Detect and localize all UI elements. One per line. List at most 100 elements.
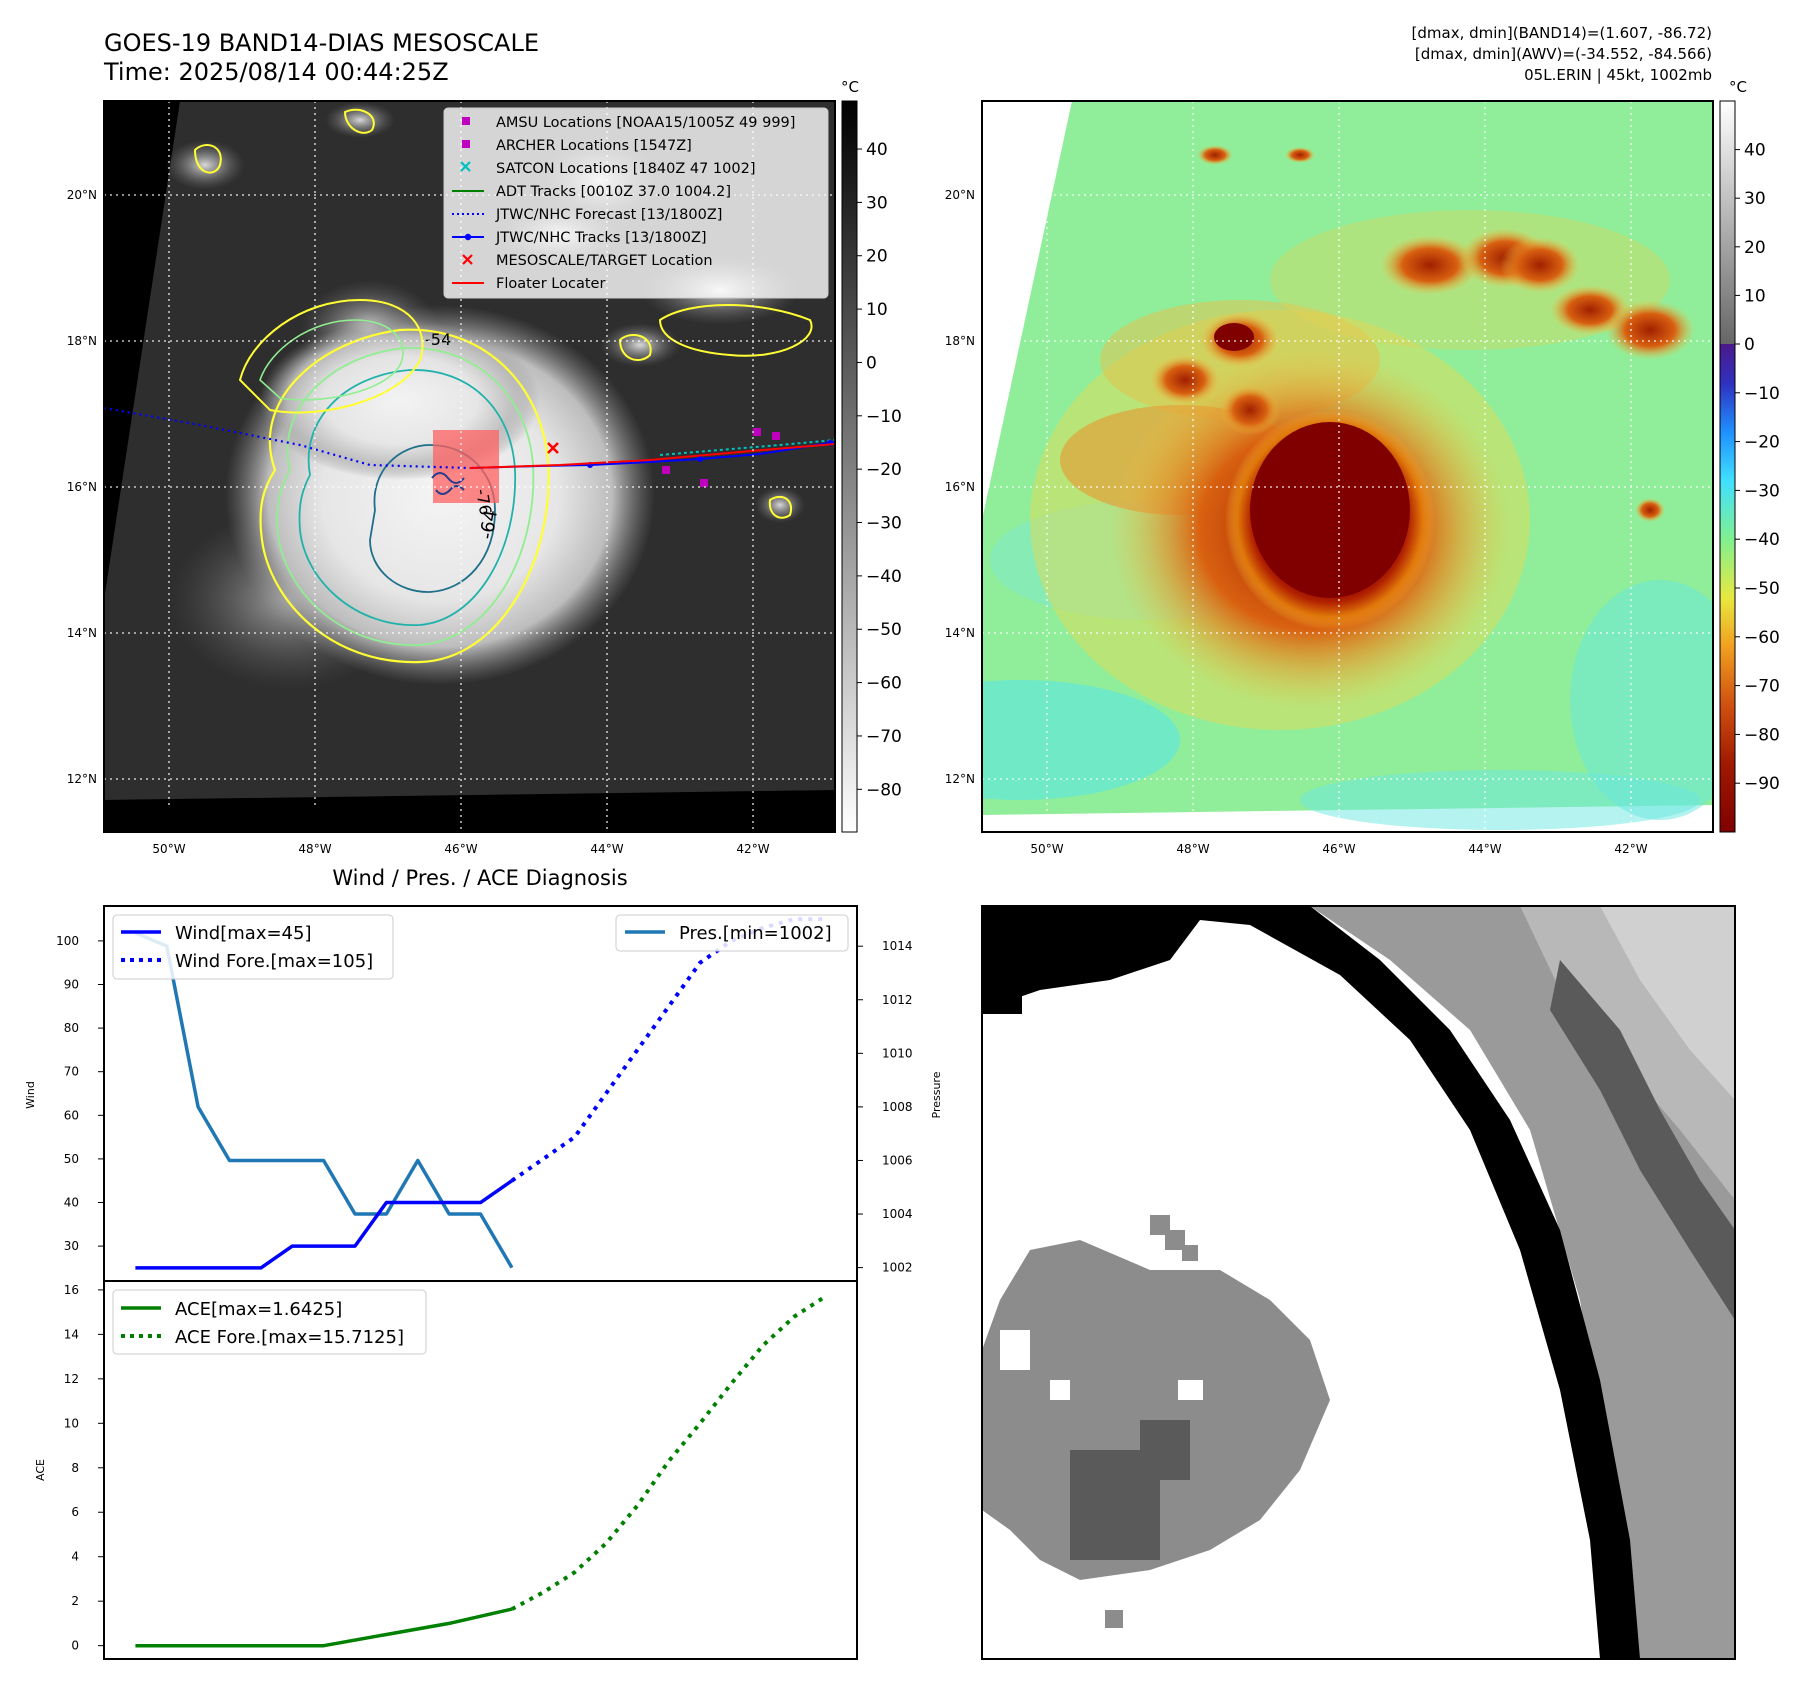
map2-lat-label-14n: 14°N: [945, 626, 975, 640]
map2-lat-label-12n: 12°N: [945, 772, 975, 786]
wind-tick-label: 100: [56, 934, 79, 948]
legend-label-wind: Wind[max=45]: [175, 923, 312, 944]
wind-axis-label: Wind: [24, 1081, 37, 1109]
map2-lon-label-50w: 50°W: [1030, 842, 1063, 856]
ir-colorbar-tick-label: −10: [866, 407, 902, 427]
ir-colorbar-tick-label: −60: [866, 674, 902, 694]
legend-label-adt: ADT Tracks [0010Z 37.0 1004.2]: [496, 184, 731, 200]
awv-colorbar-tick-label: −70: [1744, 677, 1780, 697]
pressure-legend: Pres.[min=1002]: [615, 914, 849, 952]
ir-colorbar-unit: °C: [841, 78, 859, 96]
awv-colorbar-tick-label: −90: [1744, 774, 1780, 794]
ir-colorbar-tick-label: −80: [866, 780, 902, 800]
contour-label-76: -76: [472, 487, 495, 516]
ace-tick-label: 2: [71, 1594, 79, 1608]
stats-line1: [dmax, dmin](BAND14)=(1.607, -86.72): [1412, 24, 1712, 42]
map1-lon-label-48w: 48°W: [298, 842, 331, 856]
map1-lon-label-46w: 46°W: [444, 842, 477, 856]
ace-chart[interactable]: 16 14 12 10 8 6 4 2 0 ACE ACE[max=1.6425] ACE Fo…: [34, 1280, 858, 1660]
wind-tick-label: 80: [64, 1021, 79, 1035]
ir-colorbar-tick-label: 20: [866, 247, 888, 267]
wind-tick-label: 40: [64, 1196, 79, 1210]
ir-colorbar-tick-label: 0: [866, 353, 877, 373]
figure-title-line2: Time: 2025/08/14 00:44:25Z: [103, 58, 449, 86]
pressure-tick-label: 1002: [882, 1261, 913, 1275]
awv-colorbar-tick-label: −60: [1744, 628, 1780, 648]
map2-lon-label-42w: 42°W: [1614, 842, 1647, 856]
stats-line3: 05L.ERIN | 45kt, 1002mb: [1524, 66, 1712, 84]
legend-label-tracks: JTWC/NHC Tracks [13/1800Z]: [495, 230, 707, 246]
pressure-tick-label: 1006: [882, 1153, 913, 1167]
map2-lon-label-48w: 48°W: [1176, 842, 1209, 856]
map1-lat-label-20n: 20°N: [67, 188, 97, 202]
legend-label-ace-fore: ACE Fore.[max=15.7125]: [175, 1327, 404, 1348]
ir-colorbar-tick-label: −70: [866, 727, 902, 747]
ace-tick-label: 16: [64, 1283, 79, 1297]
map2-lat-label-18n: 18°N: [945, 334, 975, 348]
map2-lon-label-44w: 44°W: [1468, 842, 1501, 856]
wmg-count-label: WMG Count: 0: [1001, 926, 1154, 948]
awv-colorbar-tick-label: −30: [1744, 481, 1780, 501]
awv-colorbar-tick-label: 10: [1744, 286, 1766, 306]
map1-lon-label-50w: 50°W: [152, 842, 185, 856]
contour-label-54: -54: [425, 330, 451, 349]
wind-pressure-chart[interactable]: 100 90 80 70 60 50 40 30 1014 1012 1010 1008 1006 10…: [24, 905, 943, 1282]
ace-series-line: [135, 1607, 513, 1648]
ace-axis-label: ACE: [34, 1459, 47, 1481]
wmg-panel[interactable]: WMG Count: 0: [981, 905, 1736, 1660]
figure-title-line1: GOES-19 BAND14-DIAS MESOSCALE: [104, 29, 539, 57]
ace-tick-label: 10: [64, 1416, 79, 1430]
ace-tick-label: 14: [64, 1327, 79, 1341]
legend-label-satcon: SATCON Locations [1840Z 47 1002]: [496, 161, 755, 177]
pressure-tick-label: 1010: [882, 1046, 913, 1060]
legend-label-archer: ARCHER Locations [1547Z]: [496, 138, 692, 154]
ace-tick-label: 12: [64, 1372, 79, 1386]
map1-lat-label-14n: 14°N: [67, 626, 97, 640]
pressure-axis-label: Pressure: [930, 1071, 943, 1118]
legend-marker-target: [462, 254, 473, 265]
diagnosis-title: Wind / Pres. / ACE Diagnosis: [332, 866, 627, 890]
ir-colorbar-tick-label: 10: [866, 300, 888, 320]
ir-colorbar-tick-label: −50: [866, 620, 902, 640]
ace-legend: ACE[max=1.6425] ACE Fore.[max=15.7125]: [112, 1289, 427, 1355]
awv-colorbar-unit: °C: [1729, 78, 1747, 96]
ace-forecast-series-line: [510, 1294, 827, 1611]
legend-label-ace: ACE[max=1.6425]: [175, 1299, 342, 1320]
pressure-tick-label: 1008: [882, 1100, 913, 1114]
legend-label-target: MESOSCALE/TARGET Location: [496, 253, 713, 269]
ace-tick-label: 8: [71, 1461, 79, 1475]
ir-colorbar-tick-label: −40: [866, 567, 902, 587]
copyright-text: Copyright © 2020-2025 Dapiya: [109, 810, 388, 829]
legend-marker-satcon: [460, 161, 471, 172]
awv-colorbar-tick-label: −20: [1744, 433, 1780, 453]
awv-colorbar-tick-label: −40: [1744, 530, 1780, 550]
map1-lat-label-18n: 18°N: [67, 334, 97, 348]
ace-tick-label: 0: [71, 1639, 79, 1653]
legend-marker-amsu: [462, 117, 470, 125]
map2-lat-label-16n: 16°N: [945, 480, 975, 494]
ir-colorbar-tick-label: 30: [866, 193, 888, 213]
ir-map-panel[interactable]: -76 -64 -54 Copyright © 2020-2025 Dapiya: [67, 100, 836, 856]
ir-colorbar-tick-label: −30: [866, 514, 902, 534]
wind-forecast-series-line: [510, 917, 826, 1183]
ir-colorbar-tick-label: 40: [866, 140, 888, 160]
wind-series-line: [135, 1179, 513, 1270]
wind-legend: Wind[max=45] Wind Fore.[max=105]: [112, 914, 394, 980]
legend-label-pressure: Pres.[min=1002]: [679, 923, 832, 944]
map2-lon-label-46w: 46°W: [1322, 842, 1355, 856]
awv-colorbar-tick-label: 40: [1744, 141, 1766, 161]
legend-marker-archer: [462, 140, 470, 148]
map2-lat-label-20n: 20°N: [945, 188, 975, 202]
wind-tick-label: 70: [64, 1065, 79, 1079]
map1-lon-label-42w: 42°W: [736, 842, 769, 856]
awv-colorbar-tick-label: 30: [1744, 189, 1766, 209]
legend-label-floater: Floater Locater: [496, 276, 605, 292]
map1-lon-label-44w: 44°W: [590, 842, 623, 856]
contour-label-64: -64: [476, 508, 502, 541]
ir-colorbar: °C 40 30 20 10 0 −10 −20 −30 −40 −50 −60 −70 −80: [841, 78, 902, 833]
pressure-tick-label: 1014: [882, 939, 913, 953]
map-legend: AMSU Locations [NOAA15/1005Z 49 999] ARC…: [443, 107, 829, 299]
legend-label-wind-fore: Wind Fore.[max=105]: [175, 951, 373, 972]
awv-map-panel[interactable]: 20°N 18°N 16°N 14°N 12°N 50°W 48°W 46°W …: [860, 100, 1750, 856]
awv-colorbar-tick-label: 20: [1744, 238, 1766, 258]
